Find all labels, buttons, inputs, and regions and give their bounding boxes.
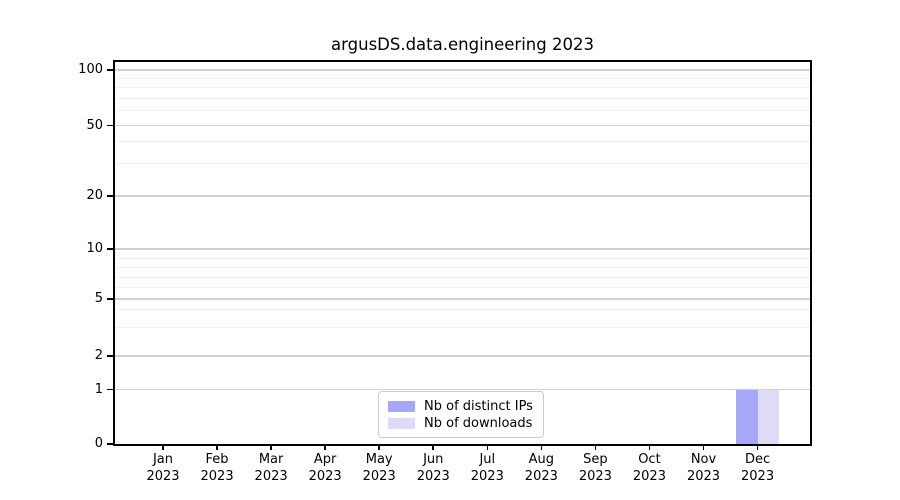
x-tick-label-year: 2023 [146,468,180,484]
gridline-major [115,195,810,197]
gridline-minor [115,309,810,310]
y-tick-mark [107,355,113,357]
y-tick-label: 0 [94,436,103,451]
gridline-minor [115,287,810,288]
x-tick-mark [432,444,435,450]
x-tick-label: Jun 2023 [398,452,468,485]
x-tick-label-year: 2023 [470,468,504,484]
legend-item-downloads: Nb of downloads [388,415,534,431]
x-tick-label-year: 2023 [254,468,288,484]
x-tick-label: Apr 2023 [290,452,360,485]
x-tick-label-year: 2023 [200,468,234,484]
legend: Nb of distinct IPs Nb of downloads [378,391,544,438]
x-tick-mark [216,444,218,450]
gridline-major [115,388,810,391]
x-tick-mark [594,444,597,450]
y-tick-label: 50 [86,117,103,133]
y-tick-mark [107,388,113,391]
y-tick-mark [107,69,113,71]
gridline-minor [115,109,810,111]
x-tick-mark [378,444,380,450]
x-tick-label: May 2023 [344,452,414,485]
x-tick-label-year: 2023 [632,468,666,484]
x-tick-label-year: 2023 [578,468,612,484]
gridline-minor [115,78,810,79]
gridline-minor [115,87,810,89]
y-tick-label: 1 [94,381,103,397]
legend-label-downloads: Nb of downloads [424,415,533,431]
y-tick-mark [107,124,113,127]
gridline-major [115,248,810,250]
gridline-minor [115,277,810,278]
x-tick-mark [162,444,164,450]
gridline-minor [115,140,810,142]
x-tick-label: Aug 2023 [506,452,576,485]
x-tick-mark [540,444,543,450]
x-tick-mark [324,444,326,450]
gridline-minor [115,258,810,259]
x-tick-label: Dec 2023 [723,452,793,485]
x-tick-label: Sep 2023 [560,452,630,485]
legend-swatch-distinct-ips [388,400,415,412]
x-tick-label: Feb 2023 [182,452,252,485]
x-tick-label: Mar 2023 [236,452,306,485]
gridline-major [115,355,810,357]
bar-nb-of-distinct-ips [735,389,758,444]
y-tick-mark [107,443,113,445]
x-tick-label-year: 2023 [741,468,775,484]
y-tick-mark [107,248,113,250]
gridline-major [115,69,810,71]
y-tick-label: 5 [94,291,103,306]
gridline-minor [115,327,810,328]
x-tick-mark [756,444,759,450]
y-tick-label: 2 [94,348,103,363]
gridline-major [115,298,810,300]
y-tick-mark [107,195,113,197]
x-tick-label: Oct 2023 [614,452,684,485]
x-tick-label: Jul 2023 [452,452,522,485]
gridline-minor [115,267,810,268]
bar-nb-of-downloads [757,389,780,444]
x-tick-mark [486,444,489,450]
gridline-major [115,124,810,127]
x-tick-label-year: 2023 [524,468,558,484]
x-tick-mark [702,444,705,450]
gridline-minor [115,163,810,164]
y-tick-label: 20 [86,188,103,203]
chart-title: argusDS.data.engineering 2023 [331,35,594,54]
x-tick-label-year: 2023 [416,468,450,484]
y-tick-mark [107,298,113,300]
legend-label-distinct-ips: Nb of distinct IPs [424,398,533,414]
legend-swatch-downloads [388,417,415,429]
x-tick-mark [270,444,272,450]
y-tick-label: 10 [86,241,103,256]
x-tick-label-year: 2023 [686,468,721,484]
plot-area: 0 1 2 5 10 20 50 100 Jan 2023 Feb 2023 Mar 2023 Apr 202… [78,60,812,484]
gridline-minor [115,97,810,99]
x-tick-label-year: 2023 [308,468,342,484]
x-tick-label-year: 2023 [362,468,396,484]
x-tick-label: Jan 2023 [128,452,198,485]
legend-item-distinct-ips: Nb of distinct IPs [388,398,534,414]
y-tick-label: 100 [78,62,103,77]
x-tick-label: Nov 2023 [669,452,739,485]
x-tick-mark [648,444,651,450]
